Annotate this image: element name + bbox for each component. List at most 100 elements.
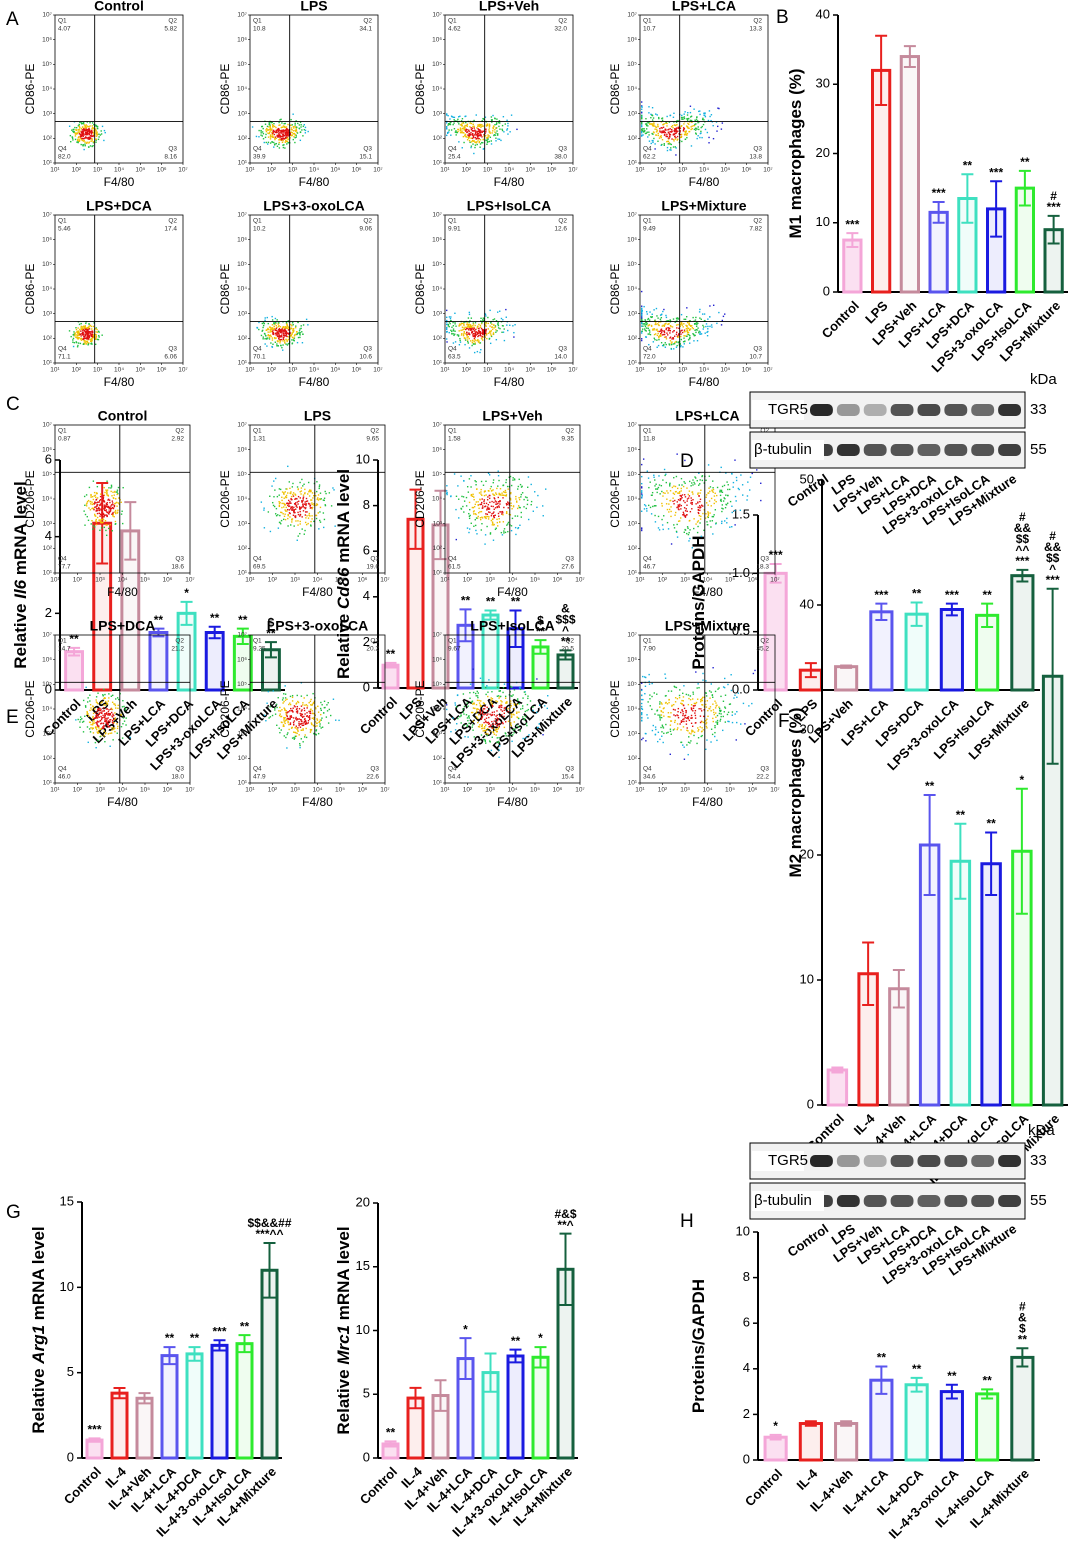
event-dot: [503, 530, 505, 532]
event-dot: [84, 327, 86, 330]
event-dot: [457, 128, 460, 131]
event-dot: [504, 531, 507, 534]
event-dot: [103, 129, 106, 132]
event-dot: [284, 328, 286, 330]
event-dot: [108, 726, 111, 728]
event-dot: [480, 491, 482, 493]
event-dot: [289, 134, 292, 137]
event-dot: [294, 494, 297, 496]
event-dot: [85, 128, 88, 130]
event-dot: [485, 494, 487, 496]
event-dot: [88, 133, 90, 136]
event-dot: [663, 308, 665, 311]
event-dot: [685, 327, 688, 330]
event-dot: [486, 124, 489, 126]
event-dot: [542, 515, 544, 517]
event-dot: [496, 118, 498, 120]
event-dot: [641, 497, 643, 499]
event-dot: [293, 132, 296, 135]
event-dot: [292, 138, 294, 141]
event-dot: [456, 334, 459, 336]
event-dot: [272, 690, 274, 692]
event-dot: [309, 507, 312, 509]
event-dot: [263, 714, 266, 717]
event-dot: [496, 311, 499, 313]
event-dot: [709, 520, 711, 522]
event-dot: [495, 503, 497, 505]
event-dot: [92, 498, 95, 501]
event-dot: [75, 328, 78, 331]
event-dot: [289, 516, 291, 518]
event-dot: [725, 494, 727, 496]
event-dot: [104, 720, 106, 723]
event-dot: [91, 343, 93, 345]
event-dot: [103, 526, 106, 529]
quadrant-name: Q3: [753, 346, 762, 353]
event-dot: [72, 345, 75, 348]
event-dot: [287, 325, 289, 328]
event-dot: [294, 515, 296, 517]
event-dot: [297, 700, 299, 703]
event-dot: [287, 504, 289, 507]
event-dot: [82, 132, 85, 135]
event-dot: [96, 723, 98, 726]
event-dot: [697, 506, 699, 509]
error-bar: [1018, 169, 1031, 207]
event-dot: [671, 486, 674, 489]
event-dot: [82, 144, 84, 146]
event-dot: [101, 511, 103, 514]
event-dot: [469, 325, 471, 328]
event-dot: [102, 714, 104, 717]
y-tick-label: 10²: [238, 545, 248, 552]
event-dot: [82, 337, 85, 340]
event-dot: [705, 323, 708, 325]
event-dot: [498, 121, 500, 124]
event-dot: [298, 330, 301, 332]
event-dot: [468, 478, 471, 480]
y-tick-label: 10⁷: [42, 12, 52, 19]
event-dot: [658, 330, 660, 333]
event-dot: [77, 344, 79, 347]
event-dot: [294, 493, 296, 495]
event-dot: [313, 494, 315, 497]
event-dot: [686, 307, 688, 309]
event-dot: [298, 708, 301, 710]
event-dot: [101, 727, 104, 729]
event-dot: [305, 722, 307, 724]
event-dot: [677, 499, 680, 501]
event-dot: [288, 505, 290, 508]
event-dot: [100, 723, 102, 725]
event-dot: [480, 317, 482, 320]
event-dot: [302, 505, 304, 508]
event-dot: [706, 516, 709, 518]
event-dot: [678, 341, 680, 343]
event-dot: [283, 334, 286, 337]
event-dot: [645, 118, 647, 120]
event-dot: [497, 470, 499, 472]
event-dot: [648, 134, 650, 136]
event-dot: [696, 137, 698, 140]
event-dot: [287, 525, 289, 527]
event-dot: [277, 333, 279, 335]
event-dot: [483, 500, 485, 503]
event-dot: [505, 308, 507, 311]
event-dot: [279, 335, 281, 337]
event-dot: [90, 325, 93, 328]
event-dot: [687, 118, 689, 120]
y-axis-label: CD86-PE: [218, 64, 232, 115]
event-dot: [107, 505, 110, 508]
event-dot: [97, 330, 100, 333]
event-dot: [664, 492, 666, 494]
event-dot: [459, 337, 461, 340]
event-dot: [449, 322, 451, 325]
significance: **: [511, 595, 521, 609]
event-dot: [471, 339, 474, 342]
event-dot: [712, 533, 714, 535]
event-dot: [271, 327, 274, 329]
event-dot: [491, 500, 493, 503]
event-dot: [692, 327, 695, 330]
event-dot: [282, 340, 284, 342]
event-dot: [477, 134, 479, 136]
event-dot: [279, 488, 282, 491]
event-dot: [687, 527, 689, 530]
